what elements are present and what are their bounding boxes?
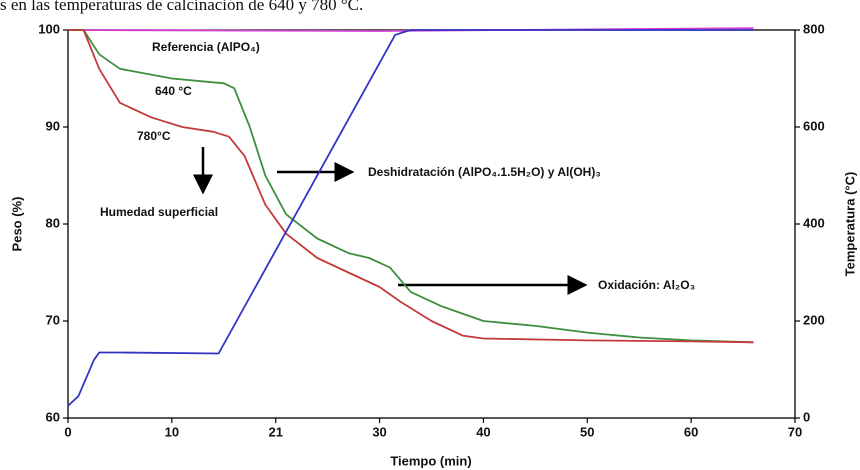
y2-tick-label: 0 <box>803 409 810 424</box>
y2-tick-label: 400 <box>803 215 825 230</box>
y2-axis-label: Temperatura (°C) <box>842 172 857 277</box>
x-tick-label: 70 <box>788 424 802 439</box>
y-tick-label: 80 <box>46 215 60 230</box>
x-tick-label: 30 <box>372 424 386 439</box>
y2-tick-label: 200 <box>803 312 825 327</box>
caption: s en las temperaturas de calcinación de … <box>0 0 363 14</box>
x-tick-label: 50 <box>580 424 594 439</box>
y-tick-label: 100 <box>38 21 60 36</box>
y-tick-label: 70 <box>46 312 60 327</box>
series-line <box>68 29 754 344</box>
x-tick-label: 60 <box>684 424 698 439</box>
y-tick-label: 90 <box>46 118 60 133</box>
annotation: 780°C <box>137 129 171 143</box>
annotation: Humedad superficial <box>100 205 218 219</box>
series-line <box>68 29 754 344</box>
y-tick-label: 60 <box>46 409 60 424</box>
annotation: 640 °C <box>155 84 192 98</box>
x-tick-label: 10 <box>165 424 179 439</box>
annotation: Oxidación: Al₂O₃ <box>598 278 695 292</box>
x-tick-label: 40 <box>476 424 490 439</box>
annotation: Referencia (AlPO₄) <box>152 40 260 54</box>
x-tick-label: 21 <box>268 424 282 439</box>
y2-tick-label: 600 <box>803 118 825 133</box>
y-axis-label: Peso (%) <box>9 197 24 252</box>
x-tick-label: 0 <box>64 424 71 439</box>
annotation: Deshidratación (AlPO₄.1.5H₂O) y Al(OH)₃ <box>368 165 601 179</box>
series-line <box>67 29 754 407</box>
x-axis-label: Tiempo (min) <box>390 453 471 468</box>
y2-tick-label: 800 <box>803 21 825 36</box>
